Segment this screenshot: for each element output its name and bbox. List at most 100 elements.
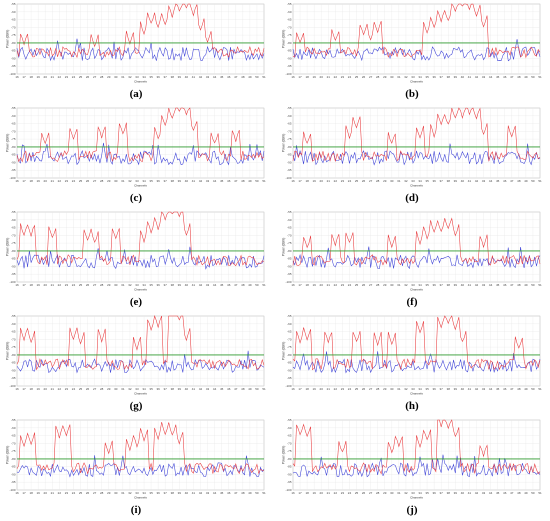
- chart-panel: 16 17 18 19 20 21 22 23 24 25 26 27 28 29 30 31 32 33 34 35…: [5, 104, 267, 208]
- y-tick-label: -80: [287, 249, 292, 253]
- x-tick-label: 50: [255, 491, 259, 495]
- x-tick-label: 20: [320, 179, 324, 183]
- y-tick-label: -85: [11, 49, 16, 53]
- x-tick-label: 50: [255, 387, 259, 391]
- y-tick-label: -75: [11, 449, 16, 453]
- y-tick-label: -90: [287, 368, 292, 372]
- x-tick-label: 30: [390, 179, 394, 183]
- x-tick-label: 18: [29, 491, 33, 495]
- series-line-red: [16, 314, 265, 371]
- y-tick-label: -60: [11, 114, 16, 118]
- x-tick-label: 24: [348, 75, 352, 79]
- y-tick-label: -70: [11, 25, 16, 29]
- x-tick-label: 29: [383, 179, 387, 183]
- x-tick-label: 42: [475, 387, 479, 391]
- series-line-red: [16, 211, 265, 267]
- subfigure-caption: (b): [405, 88, 419, 100]
- x-tick-label: 22: [334, 75, 338, 79]
- x-tick-label: 40: [461, 283, 465, 287]
- x-tick-label: 31: [397, 75, 401, 79]
- x-tick-label: 26: [362, 179, 366, 183]
- x-tick-label: 51: [538, 179, 542, 183]
- x-tick-label: 24: [72, 387, 76, 391]
- x-tick-label: 34: [142, 387, 146, 391]
- x-tick-label: 44: [489, 179, 493, 183]
- x-tick-label: 35: [425, 179, 429, 183]
- x-tick-label: 50: [531, 283, 535, 287]
- y-tick-label: -80: [11, 457, 16, 461]
- x-tick-label: 46: [503, 179, 507, 183]
- x-tick-label: 47: [510, 387, 514, 391]
- x-tick-label: 44: [213, 491, 217, 495]
- x-tick-label: 43: [482, 283, 486, 287]
- x-tick-label: 26: [86, 75, 90, 79]
- y-tick-label: -75: [11, 345, 16, 349]
- x-tick-label: 41: [468, 75, 472, 79]
- x-tick-label: 17: [22, 283, 26, 287]
- x-tick-label: 42: [199, 387, 203, 391]
- x-tick-label: 16: [15, 283, 19, 287]
- y-tick-label: -90: [287, 472, 292, 476]
- x-tick-label: 24: [72, 179, 76, 183]
- x-tick-label: 36: [432, 387, 436, 391]
- x-tick-label: 32: [404, 283, 408, 287]
- plot-area: [292, 211, 541, 283]
- y-tick-label: -55: [11, 210, 16, 214]
- x-tick-label: 25: [355, 75, 359, 79]
- x-tick-label: 28: [376, 387, 380, 391]
- x-tick-label: 35: [425, 387, 429, 391]
- y-tick-label: -60: [287, 322, 292, 326]
- x-tick-label: 26: [86, 491, 90, 495]
- x-tick-label: 19: [36, 179, 40, 183]
- series-line-red: [292, 3, 541, 59]
- x-tick-label: 16: [291, 75, 295, 79]
- x-tick-label: 41: [192, 283, 196, 287]
- x-tick-label: 51: [538, 387, 542, 391]
- y-tick-label: -85: [11, 361, 16, 365]
- plot-area: [16, 419, 265, 491]
- x-tick-label: 29: [107, 179, 111, 183]
- x-tick-label: 42: [199, 491, 203, 495]
- x-tick-label: 37: [440, 283, 444, 287]
- x-tick-label: 48: [241, 491, 245, 495]
- series-line-red: [292, 217, 541, 266]
- x-tick-label: 35: [149, 179, 153, 183]
- y-tick-label: -60: [287, 114, 292, 118]
- x-tick-label: 46: [227, 387, 231, 391]
- x-tick-label: 25: [355, 491, 359, 495]
- x-tick-label: 17: [22, 387, 26, 391]
- y-tick-label: -65: [287, 122, 292, 126]
- chart-panel: 16 17 18 19 20 21 22 23 24 25 26 27 28 29 30 31 32 33 34 35…: [5, 0, 267, 104]
- chart-panel: 16 17 18 19 20 21 22 23 24 25 26 27 28 29 30 31 32 33 34 35…: [5, 312, 267, 416]
- y-tick-label: -65: [11, 330, 16, 334]
- x-tick-label: 45: [220, 75, 224, 79]
- y-axis-label: Power (dBm): [282, 134, 286, 153]
- x-tick-label: 35: [149, 491, 153, 495]
- x-tick-label: 46: [503, 387, 507, 391]
- x-tick-label: 48: [517, 491, 521, 495]
- x-tick-label: 33: [135, 179, 139, 183]
- x-tick-label: 28: [100, 179, 104, 183]
- y-tick-label: -75: [11, 33, 16, 37]
- y-tick-label: -80: [287, 145, 292, 149]
- x-tick-label: 36: [156, 283, 160, 287]
- x-tick-label: 19: [312, 75, 316, 79]
- x-tick-label: 25: [79, 283, 83, 287]
- x-tick-label: 49: [524, 387, 528, 391]
- x-tick-label: 45: [220, 491, 224, 495]
- x-axis-label: Channels: [410, 392, 423, 396]
- x-tick-label: 17: [298, 75, 302, 79]
- y-tick-label: -70: [287, 441, 292, 445]
- x-tick-label: 36: [156, 491, 160, 495]
- x-tick-label: 34: [418, 283, 422, 287]
- x-tick-label: 47: [510, 75, 514, 79]
- y-tick-label: -95: [287, 480, 292, 484]
- subfigure-caption: (f): [406, 296, 418, 308]
- x-tick-label: 29: [107, 283, 111, 287]
- series-line-red: [292, 315, 541, 371]
- subfigure-caption: (a): [129, 88, 143, 100]
- x-tick-label: 24: [72, 75, 76, 79]
- x-tick-label: 26: [86, 283, 90, 287]
- line-chart: 16 17 18 19 20 21 22 23 24 25 26 27 28 29 30 31 32 33 34 35…: [282, 2, 542, 84]
- x-tick-label: 43: [206, 179, 210, 183]
